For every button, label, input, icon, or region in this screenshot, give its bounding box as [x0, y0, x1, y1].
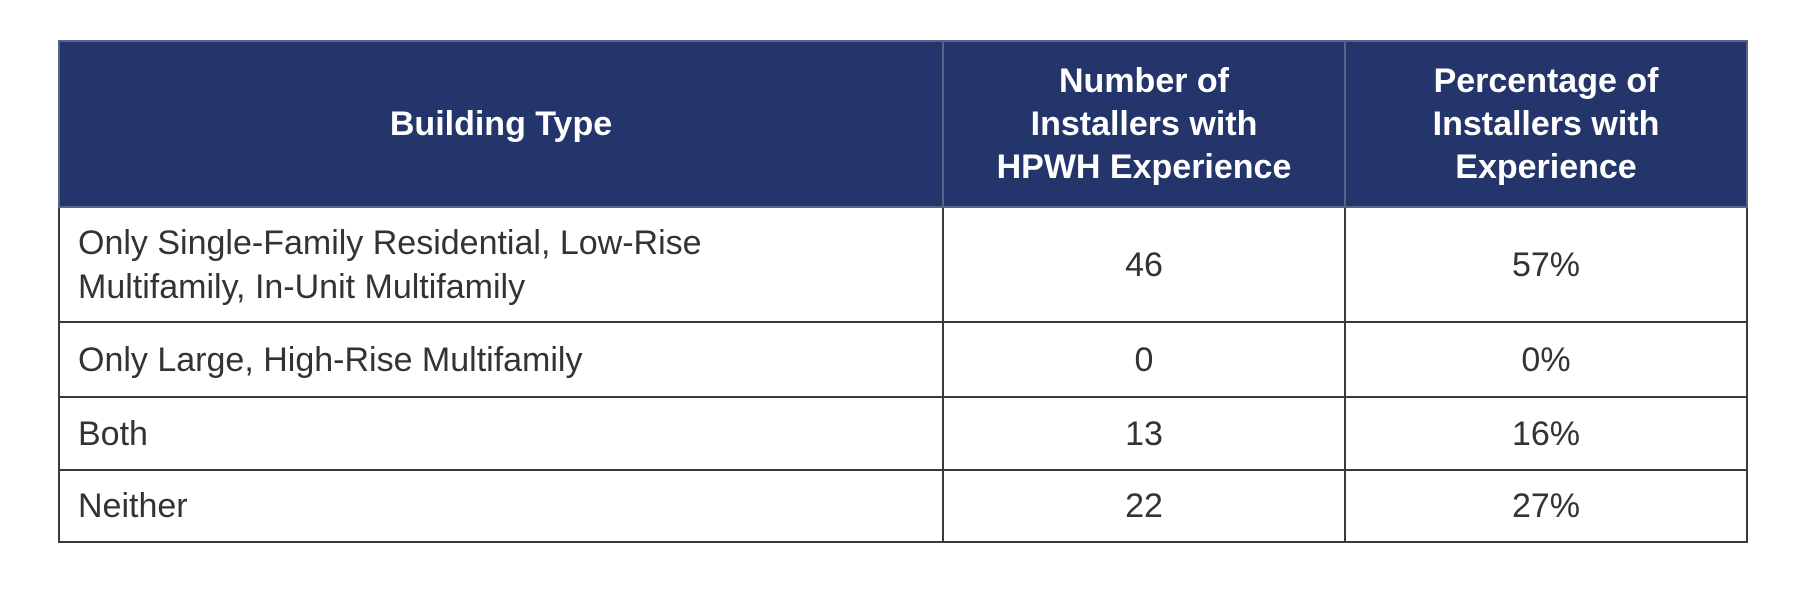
table-cell: 0% — [1344, 321, 1748, 398]
table-row: Neither 22 27% — [58, 469, 1748, 543]
table-row: Only Large, High-Rise Multifamily 0 0% — [58, 321, 1748, 398]
table-container: Building Type Number of Installers with HPW… — [58, 40, 1748, 543]
header-text: Installers with — [1432, 104, 1660, 143]
table-cell: 16% — [1344, 396, 1748, 471]
header-text: Building Type — [389, 104, 613, 143]
table-cell: 46 — [942, 206, 1346, 323]
table-row: Both 13 16% — [58, 396, 1748, 471]
table-cell: Only Single-Family Residential, Low-Rise… — [58, 206, 944, 323]
table-cell: 0 — [942, 321, 1346, 398]
table-cell: 57% — [1344, 206, 1748, 323]
table-cell: 13 — [942, 396, 1346, 471]
data-table: Building Type Number of Installers with HPW… — [58, 40, 1748, 543]
header-text: Percentage of — [1433, 61, 1659, 100]
header-text: Installers with — [1030, 104, 1258, 143]
table-cell: Only Large, High-Rise Multifamily — [58, 321, 944, 398]
table-cell: 27% — [1344, 469, 1748, 543]
header-text: Number of — [1059, 61, 1229, 100]
table-cell: Neither — [58, 469, 944, 543]
table-cell: Both — [58, 396, 944, 471]
header-cell: Number of Installers with HPWH Experience — [942, 40, 1346, 208]
header-text: Experience — [1455, 147, 1637, 186]
table-body: Only Single-Family Residential, Low-Rise… — [58, 206, 1748, 543]
header-text: HPWH Experience — [996, 147, 1292, 186]
header-cell: Percentage of Installers with Experience — [1344, 40, 1748, 208]
header-row: Building Type Number of Installers with HPW… — [58, 40, 1748, 208]
table-cell: 22 — [942, 469, 1346, 543]
table-row: Only Single-Family Residential, Low-Rise… — [58, 206, 1748, 323]
header-cell: Building Type — [58, 40, 944, 208]
